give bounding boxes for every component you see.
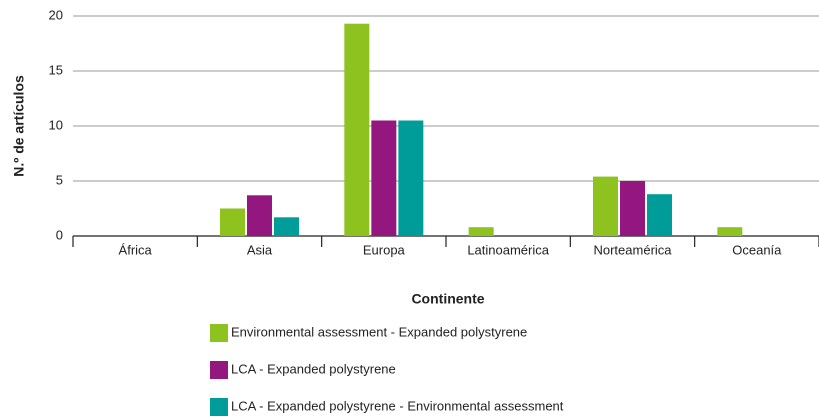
x-tick-label: Oceanía	[732, 242, 782, 257]
bar	[620, 181, 645, 236]
bar	[468, 227, 494, 236]
bar	[274, 217, 299, 236]
y-tick-label: 10	[49, 117, 63, 132]
legend-swatch	[210, 324, 228, 342]
bar	[717, 227, 743, 236]
bar	[647, 194, 672, 236]
bar	[593, 176, 618, 236]
x-tick-label: África	[119, 242, 153, 257]
y-tick-label: 0	[56, 227, 63, 242]
y-axis-title: N.º de artículos	[11, 75, 27, 177]
bar	[344, 23, 370, 237]
bar	[247, 195, 272, 236]
x-tick-label: Asia	[247, 242, 273, 257]
legend-label: LCA - Expanded polystyrene	[231, 361, 396, 376]
x-tick-label: Norteamérica	[593, 242, 672, 257]
y-tick-label: 20	[49, 7, 63, 22]
bar	[398, 120, 424, 236]
legend-swatch	[210, 398, 228, 416]
y-tick-label: 15	[49, 62, 63, 77]
x-tick-label: Europa	[363, 242, 406, 257]
bar	[220, 208, 245, 236]
x-tick-label: Latinoamérica	[467, 242, 549, 257]
bar	[371, 120, 397, 236]
legend-label: Environmental assessment - Expanded poly…	[231, 324, 527, 339]
legend-swatch	[210, 361, 228, 379]
legend-label: LCA - Expanded polystyrene - Environment…	[231, 398, 564, 413]
x-axis-title: Continente	[411, 291, 484, 307]
y-tick-label: 5	[56, 172, 63, 187]
